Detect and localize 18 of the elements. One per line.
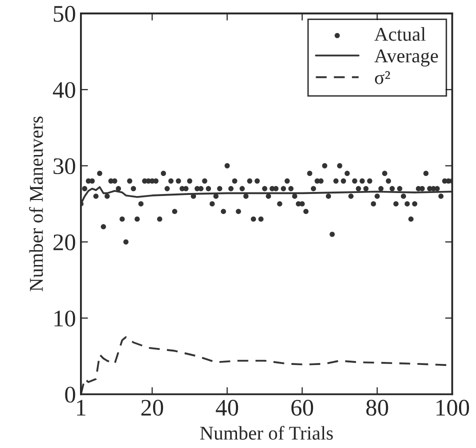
y-tick-label: 0 [65, 386, 76, 403]
y-tick-label: 30 [54, 158, 76, 174]
x-tick-label: 80 [366, 400, 388, 416]
y-axis-title: Number of Maneuvers [29, 116, 43, 292]
x-tick-label: 20 [141, 400, 164, 416]
x-tick-label: 100 [436, 400, 470, 416]
line-series [80, 186, 452, 205]
x-axis-title: Number of Trials [200, 426, 333, 440]
x-tick-label: 1 [77, 400, 86, 416]
legend-label: σ² [374, 71, 390, 84]
legend-label: Actual [374, 27, 426, 41]
y-tick-label: 20 [53, 234, 76, 250]
legend-label: Average [374, 49, 438, 66]
x-tick-label: 40 [216, 400, 238, 416]
y-tick-label: 40 [52, 82, 76, 98]
y-tick-label: 10 [54, 310, 76, 327]
x-tick-label: 60 [291, 400, 314, 416]
y-tick-label: 50 [54, 6, 76, 22]
